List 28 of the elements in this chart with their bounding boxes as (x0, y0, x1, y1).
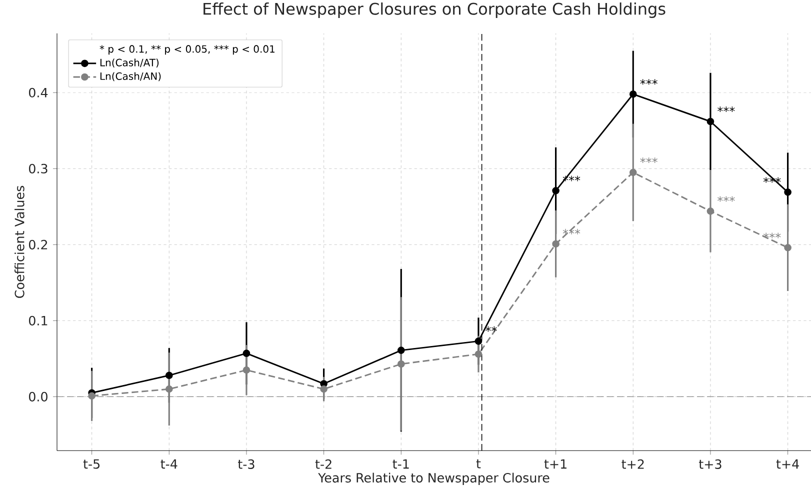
data-label: *** (640, 157, 658, 163)
y-axis-title: Coefficient Values (14, 186, 24, 298)
x-tick-label: t+2 (622, 459, 644, 469)
y-tick-label: 0.4 (28, 88, 48, 98)
x-tick-label: t+1 (544, 459, 566, 469)
y-tick-label: 0.1 (28, 316, 48, 326)
x-tick-label: t-3 (238, 459, 254, 469)
data-label: *** (640, 79, 658, 85)
legend-label: Ln(Cash/AT) (100, 58, 159, 68)
x-tick-label: t+3 (698, 459, 722, 469)
x-axis-title: Years Relative to Newspaper Closure (318, 472, 550, 486)
y-tick-label: 0.0 (28, 392, 48, 402)
data-label: *** (562, 228, 580, 234)
data-label: *** (718, 106, 735, 112)
x-tick-label: t (476, 459, 481, 468)
data-label: *** (718, 196, 735, 202)
data-label: ** (486, 326, 497, 332)
y-tick-label: 0.2 (28, 240, 48, 250)
x-tick-label: t-5 (83, 459, 100, 469)
legend-label: Ln(Cash/AN) (100, 72, 161, 82)
legend-title: * p < 0.1, ** p < 0.05, *** p < 0.01 (100, 45, 274, 55)
data-label: *** (763, 232, 781, 238)
x-tick-label: t-1 (392, 459, 409, 469)
x-tick-label: t-2 (315, 459, 332, 469)
x-tick-label: t+4 (776, 459, 799, 469)
chart-title: Effect of Newspaper Closures on Corporate Cash Holdings (204, 2, 666, 18)
x-tick-label: t-4 (160, 459, 178, 469)
y-tick-label: 0.3 (28, 164, 48, 174)
